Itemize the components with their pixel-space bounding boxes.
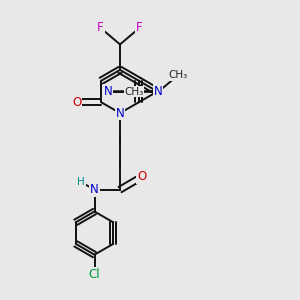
Text: F: F bbox=[136, 21, 143, 34]
Text: N: N bbox=[154, 85, 163, 98]
Text: O: O bbox=[137, 170, 146, 184]
Text: CH₃: CH₃ bbox=[124, 86, 143, 97]
Text: Cl: Cl bbox=[89, 268, 100, 281]
Text: N: N bbox=[116, 106, 124, 120]
Text: H: H bbox=[77, 177, 85, 187]
Text: O: O bbox=[72, 96, 81, 109]
Text: CH₃: CH₃ bbox=[168, 70, 187, 80]
Text: F: F bbox=[97, 21, 104, 34]
Text: N: N bbox=[104, 85, 113, 98]
Text: N: N bbox=[90, 183, 99, 196]
